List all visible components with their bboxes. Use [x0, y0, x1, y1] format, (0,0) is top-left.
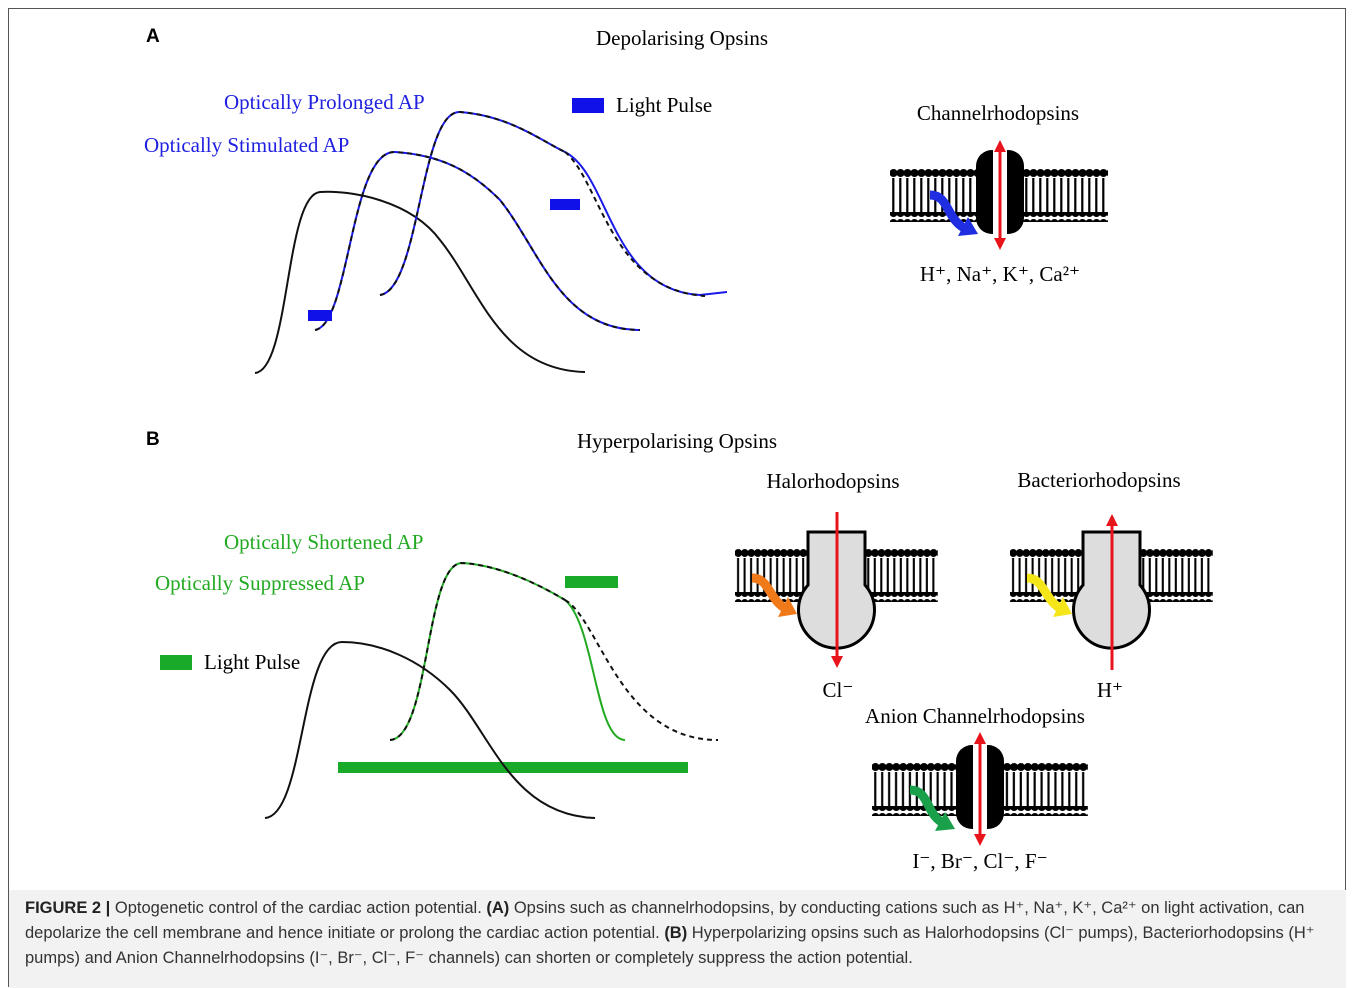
ion-label: I⁻, Br⁻, Cl⁻, F⁻ [912, 849, 1047, 873]
curve-label: Optically Shortened AP [224, 530, 423, 554]
legend-swatch [160, 655, 192, 670]
curve-label: Optically Stimulated AP [144, 133, 349, 157]
caption-text: (B) [664, 924, 688, 942]
caption-text: Opsins such as channelrhodopsins, by con… [25, 899, 1305, 942]
panel-letter: B [146, 429, 160, 450]
ap-curves [254, 110, 728, 374]
ap-curves [264, 561, 719, 819]
panel-letter: A [146, 26, 160, 47]
light-pulse [308, 310, 332, 321]
legend-label: Light Pulse [616, 93, 712, 117]
curve-label: Optically Suppressed AP [155, 571, 365, 595]
panel-title: Depolarising Opsins [596, 26, 768, 50]
caption-text: Optogenetic control of the cardiac actio… [110, 899, 487, 917]
ion-label: H⁺ [1097, 678, 1123, 702]
figure-frame [8, 8, 1346, 987]
halorhodopsin [735, 512, 938, 668]
caption-text: Hyperpolarizing opsins such as Halorhodo… [25, 924, 1315, 967]
opsin-name: Halorhodopsins [767, 469, 900, 493]
anion-channelrhodopsin [872, 732, 1088, 846]
legend-label: Light Pulse [204, 650, 300, 674]
legend-swatch [572, 98, 604, 113]
figure: A Depolarising Opsins Optically Prolonge… [144, 26, 1213, 873]
opsin-name: Anion Channelrhodopsins [865, 704, 1085, 728]
light-pulse [550, 199, 580, 210]
caption-text: (A) [486, 899, 510, 917]
caption: FIGURE 2 | Optogenetic control of the ca… [9, 890, 1346, 988]
light-pulse [338, 762, 688, 773]
opsin-name: Bacteriorhodopsins [1017, 468, 1180, 492]
caption-label: FIGURE 2 | [25, 899, 111, 917]
curve-label: Optically Prolonged AP [224, 90, 425, 114]
channelrhodopsin [890, 140, 1108, 250]
ion-label: H⁺, Na⁺, K⁺, Ca²⁺ [920, 262, 1080, 286]
panel-title: Hyperpolarising Opsins [577, 429, 777, 453]
light-pulse [565, 576, 618, 588]
bacteriorhodopsin [1010, 514, 1213, 670]
ion-label: Cl⁻ [823, 678, 854, 702]
opsin-name: Channelrhodopsins [917, 101, 1079, 125]
